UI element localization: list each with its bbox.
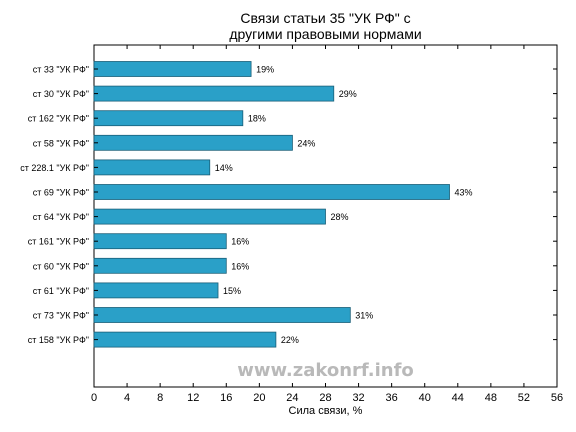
data-label: 28%	[331, 212, 349, 222]
data-label: 16%	[231, 237, 249, 247]
bar	[93, 208, 326, 225]
data-label: 43%	[455, 188, 473, 198]
chart-title-line-2: другими правовыми нормами	[229, 26, 422, 42]
y-tick-label: ст 33 "УК РФ"	[33, 65, 89, 75]
y-tick-label: ст 73 "УК РФ"	[33, 311, 89, 321]
x-tick-label: 48	[485, 392, 497, 404]
x-tick-label: 32	[352, 392, 364, 404]
y-tick-label: ст 60 "УК РФ"	[33, 261, 89, 271]
x-axis-label: Сила связи, %	[288, 405, 363, 417]
chart-title-line-1: Связи статьи 35 "УК РФ" с	[240, 10, 411, 26]
data-label: 24%	[297, 138, 315, 148]
data-label: 29%	[339, 89, 357, 99]
data-label: 16%	[231, 261, 249, 271]
y-tick-label: ст 64 "УК РФ"	[33, 212, 89, 222]
x-tick-label: 8	[157, 392, 163, 404]
x-tick-label: 44	[452, 392, 464, 404]
bar	[93, 61, 252, 77]
bar	[93, 307, 351, 323]
data-label: 31%	[355, 311, 373, 321]
data-label: 22%	[281, 335, 299, 345]
y-tick-label: ст 58 "УК РФ"	[33, 138, 89, 148]
x-tick-label: 36	[386, 392, 398, 404]
bar	[93, 134, 293, 151]
x-tick-label: 4	[124, 392, 130, 404]
y-tick-label: ст 158 "УК РФ"	[28, 335, 89, 345]
data-label: 14%	[215, 163, 233, 173]
y-tick-label: ст 61 "УК РФ"	[33, 286, 89, 296]
bar	[93, 184, 450, 200]
x-tick-label: 52	[518, 392, 530, 404]
x-tick-label: 28	[319, 392, 331, 404]
x-tick-label: 0	[91, 392, 97, 404]
y-tick-label: ст 162 "УК РФ"	[28, 114, 89, 124]
x-tick-label: 24	[286, 392, 298, 404]
y-tick-label: ст 228.1 "УК РФ"	[20, 163, 89, 173]
bar	[93, 233, 227, 250]
y-tick-label: ст 69 "УК РФ"	[33, 188, 89, 198]
y-tick-label: ст 161 "УК РФ"	[28, 237, 89, 247]
watermark-text: www.zakonrf.info	[237, 360, 414, 381]
bar	[93, 85, 335, 102]
data-label: 18%	[248, 114, 266, 124]
x-tick-label: 56	[551, 392, 563, 404]
bar	[93, 257, 227, 274]
x-tick-label: 12	[187, 392, 199, 404]
x-tick-label: 20	[253, 392, 265, 404]
data-label: 15%	[223, 286, 241, 296]
x-tick-label: 16	[220, 392, 232, 404]
bar	[93, 282, 219, 299]
bar	[93, 331, 277, 348]
bar	[93, 159, 211, 176]
x-tick-label: 40	[419, 392, 431, 404]
bar	[93, 110, 244, 127]
y-tick-label: ст 30 "УК РФ"	[33, 89, 89, 99]
data-label: 19%	[256, 65, 274, 75]
